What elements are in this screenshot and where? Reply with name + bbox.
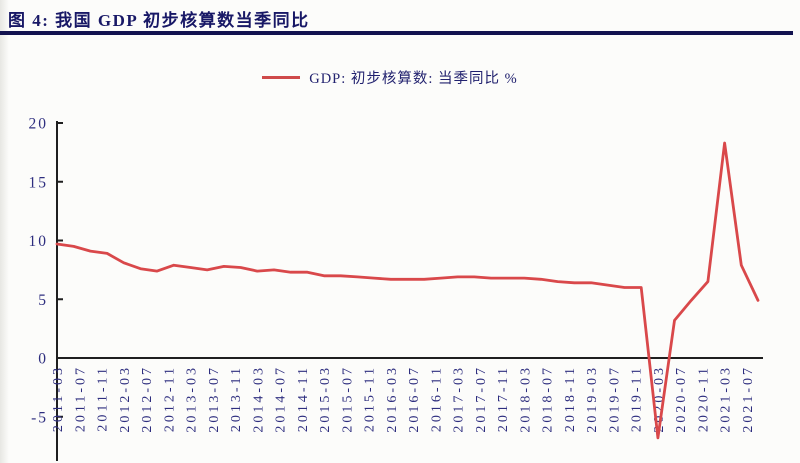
svg-text:-5: -5 <box>31 409 48 426</box>
svg-text:2015-07: 2015-07 <box>340 365 355 433</box>
svg-text:10: 10 <box>29 233 49 250</box>
svg-text:2011-11: 2011-11 <box>96 365 111 432</box>
svg-text:2013-07: 2013-07 <box>207 365 222 433</box>
svg-text:2015-11: 2015-11 <box>363 365 378 432</box>
svg-text:15: 15 <box>29 174 49 191</box>
svg-text:20: 20 <box>29 116 49 133</box>
svg-text:2019-03: 2019-03 <box>585 365 600 433</box>
svg-text:2011-03: 2011-03 <box>51 365 66 432</box>
svg-text:2020-11: 2020-11 <box>696 365 711 432</box>
svg-text:2018-11: 2018-11 <box>563 365 578 432</box>
svg-text:2014-11: 2014-11 <box>296 365 311 432</box>
svg-text:2013-11: 2013-11 <box>229 365 244 432</box>
svg-text:2013-03: 2013-03 <box>185 365 200 433</box>
svg-text:2011-07: 2011-07 <box>73 365 88 432</box>
svg-text:2019-11: 2019-11 <box>630 365 645 432</box>
svg-text:2016-11: 2016-11 <box>429 365 444 432</box>
svg-text:2021-03: 2021-03 <box>719 365 734 433</box>
svg-text:2017-11: 2017-11 <box>496 365 511 432</box>
legend-line-swatch <box>262 75 301 79</box>
svg-text:2020-07: 2020-07 <box>674 365 689 433</box>
title-rule <box>0 31 793 35</box>
legend-label: GDP: 初步核算数: 当季同比 % <box>309 70 518 87</box>
svg-text:2015-03: 2015-03 <box>318 365 333 433</box>
svg-text:5: 5 <box>38 292 48 309</box>
svg-text:2014-03: 2014-03 <box>251 365 266 433</box>
chart-legend: GDP: 初步核算数: 当季同比 % <box>0 67 780 87</box>
figure-title: 图 4: 我国 GDP 初步核算数当季同比 <box>8 11 310 30</box>
svg-text:2014-07: 2014-07 <box>274 365 289 433</box>
svg-text:2017-07: 2017-07 <box>474 365 489 433</box>
x-axis-labels: 2011-03 2011-07 2011-11 2012-03 2012-07 2012-… <box>51 365 756 433</box>
gdp-series-line <box>55 141 760 440</box>
svg-text:2012-11: 2012-11 <box>162 365 177 432</box>
svg-text:2016-07: 2016-07 <box>407 365 422 433</box>
svg-text:2016-03: 2016-03 <box>385 365 400 433</box>
svg-text:2018-03: 2018-03 <box>518 365 533 433</box>
svg-text:2019-07: 2019-07 <box>607 365 622 433</box>
svg-text:2012-03: 2012-03 <box>118 365 133 433</box>
svg-text:2017-03: 2017-03 <box>452 365 467 433</box>
svg-text:2021-07: 2021-07 <box>741 365 756 433</box>
svg-text:0: 0 <box>38 351 48 368</box>
svg-text:2012-07: 2012-07 <box>140 365 155 433</box>
svg-text:2018-07: 2018-07 <box>541 365 556 433</box>
y-axis-labels: 20 15 10 5 0 -5 <box>29 116 49 427</box>
